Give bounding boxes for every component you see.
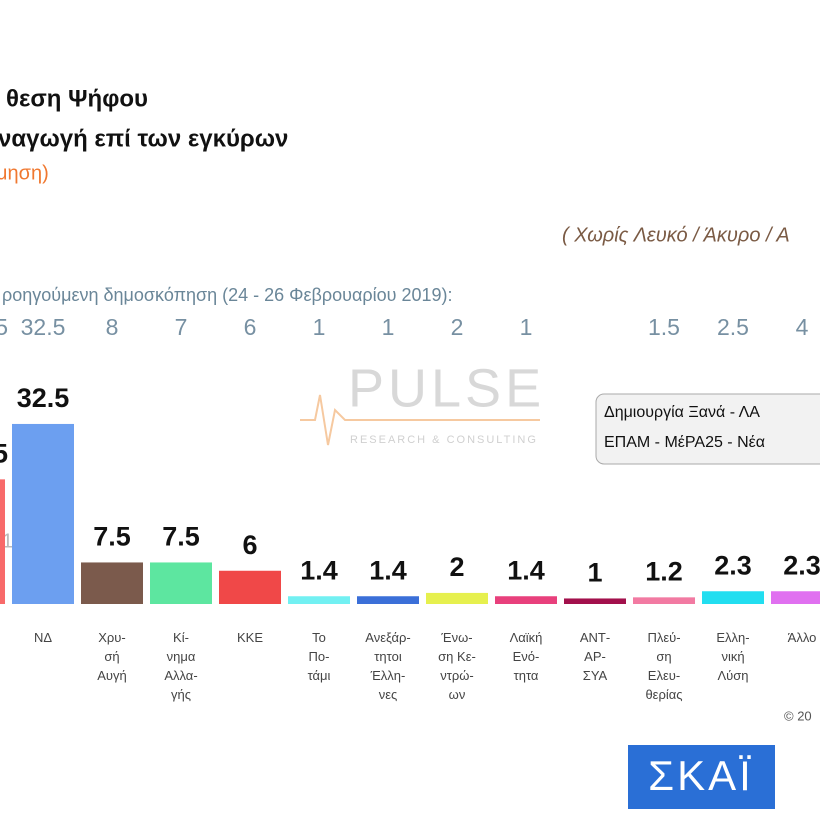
tooltip-line: Δημιουργία Ξανά - ΛΑ (604, 404, 760, 421)
copyright: © 20 (784, 708, 812, 723)
bar (771, 591, 820, 604)
value-label: 32.5 (17, 383, 70, 413)
previous-value: 2 (451, 314, 464, 340)
tooltip-box (595, 393, 820, 465)
previous-value: 6 (244, 314, 257, 340)
value-label: 22.5 (0, 438, 8, 468)
previous-value: 25 (0, 314, 8, 340)
logo-box (628, 745, 775, 809)
previous-value: 1 (520, 314, 533, 340)
note: ( Χωρίς Λευκό / Άκυρο / Α (562, 224, 790, 246)
bar (702, 591, 764, 604)
previous-value: 1.5 (648, 314, 680, 340)
category-label: Κί- νημα Αλλα- γής (164, 630, 198, 702)
category-label: Ελλη- νική Λύση (716, 630, 750, 683)
previous-value: 7 (175, 314, 188, 340)
previous-label: ροηγούμενη δημοσκόπηση (24 - 26 Φεβρουαρ… (2, 285, 453, 305)
value-label: 7.5 (162, 522, 200, 552)
value-label: 1.2 (645, 556, 683, 586)
category-label: Το Πο- τάμι (307, 630, 331, 683)
logo: ΣΚΑΪ (648, 752, 754, 799)
category-label: ΚΚΕ (236, 630, 263, 645)
value-label: 1 (587, 558, 602, 588)
previous-value: 1 (313, 314, 326, 340)
bar (219, 570, 281, 604)
bar (288, 596, 350, 604)
value-label: 2.3 (714, 550, 752, 580)
value-label: 1.4 (300, 555, 338, 585)
previous-value: 8 (106, 314, 119, 340)
value-label: 6 (242, 530, 257, 560)
watermark-line (300, 394, 540, 446)
category-label: Άλλο (787, 630, 817, 645)
value-label: 1.4 (369, 555, 407, 585)
bar (12, 423, 74, 604)
bar (564, 598, 626, 604)
bar (357, 596, 419, 604)
bar (495, 596, 557, 604)
value-label: 2.3 (783, 550, 820, 580)
subtitle: μηση) (0, 162, 49, 184)
category-label: Λαϊκή Ενό- τητα (509, 630, 543, 683)
watermark: PULSE (348, 358, 545, 418)
previous-value: 32.5 (21, 314, 66, 340)
category-label: Χρυ- σή Αυγή (97, 630, 127, 683)
value-label: 7.5 (93, 522, 131, 552)
previous-value: 1 (382, 314, 395, 340)
watermark: RESEARCH & CONSULTING (350, 434, 538, 446)
previous-value: 4 (796, 314, 809, 340)
category-label: ΑΝΤ- ΑΡ- ΣΥΑ (579, 630, 611, 683)
category-label: Ένω- ση Κε- ντρώ- ων (438, 630, 476, 702)
value-label: 1.4 (507, 555, 545, 585)
bar (426, 592, 488, 604)
title-line: ναγωγή επί των εγκύρων (0, 125, 288, 152)
bar (0, 479, 5, 604)
bar (150, 562, 212, 604)
previous-value: 2.5 (717, 314, 749, 340)
category-label: ΝΔ (33, 630, 53, 645)
category-label: Ανεξάρ- τητοι Έλλη- νες (365, 630, 411, 702)
title-line: θεση Ψήφου (6, 85, 148, 112)
tooltip-line: ΕΠΑΜ - ΜέΡΑ25 - Νέα (604, 434, 765, 451)
bar (81, 562, 143, 604)
category-label: Πλεύ- ση Ελευ- θερίας (645, 630, 683, 702)
value-label: 2 (449, 552, 464, 582)
bar (633, 597, 695, 604)
